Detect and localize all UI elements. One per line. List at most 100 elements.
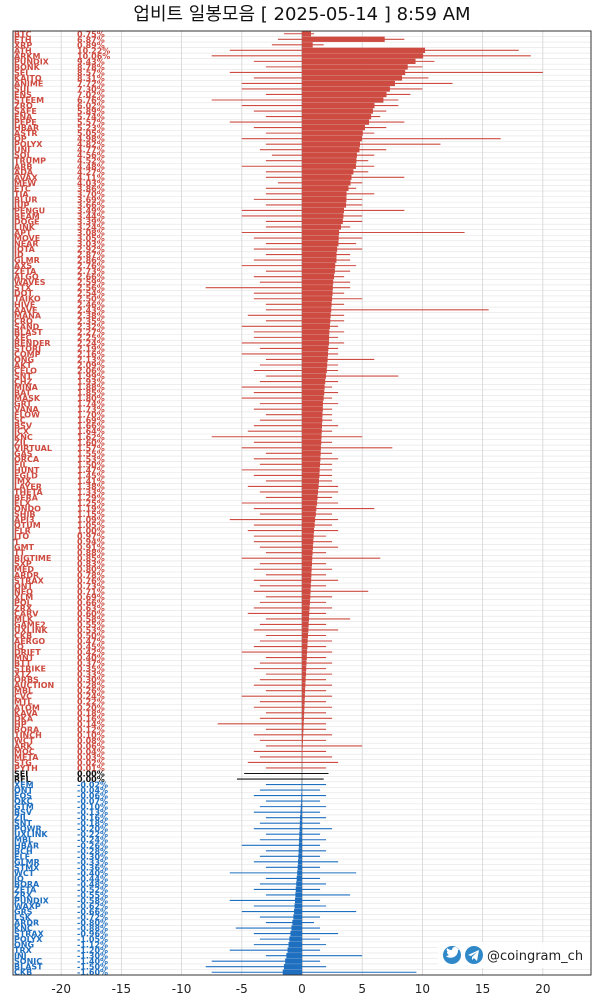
- change-bar: [299, 820, 302, 826]
- coin-name: STX: [14, 284, 32, 293]
- change-bar: [302, 533, 314, 539]
- change-bar: [302, 412, 323, 418]
- coin-change: -0.16%: [77, 814, 108, 823]
- change-bar: [302, 75, 403, 81]
- coin-name: BTT: [14, 659, 32, 668]
- coin-name: ONG: [14, 355, 34, 364]
- coin-change: 4.98%: [77, 135, 105, 144]
- coin-change: -0.06%: [77, 792, 108, 801]
- bars: [205, 31, 543, 975]
- coin-name: LAYER: [14, 482, 42, 491]
- change-bar: [302, 351, 329, 357]
- coin-change: 4.77%: [77, 146, 105, 155]
- coin-name: BLAST: [14, 328, 43, 337]
- change-bar: [302, 64, 408, 70]
- change-bar: [302, 97, 384, 103]
- coin-change: 0.00%: [77, 775, 105, 784]
- coin-change: -0.28%: [77, 847, 108, 856]
- change-bar: [302, 461, 321, 468]
- coin-name: ARDR: [14, 919, 39, 928]
- coin-name: INJ: [14, 952, 27, 961]
- change-bar: [302, 36, 385, 42]
- coin-change: 0.28%: [77, 681, 105, 690]
- coin-name: UXLINK: [14, 626, 48, 635]
- change-bar: [302, 356, 328, 363]
- coin-name: NEAR: [14, 240, 39, 249]
- coin-change: 1.55%: [77, 449, 105, 458]
- change-bar: [302, 158, 357, 164]
- coin-change: 1.66%: [77, 422, 105, 431]
- coin-name: CELO: [14, 367, 37, 376]
- coin-name: ARK: [14, 742, 33, 751]
- telegram-plane-icon: [465, 946, 483, 964]
- coin-name: AERGO: [14, 637, 45, 646]
- change-bar: [301, 792, 302, 799]
- change-bar: [302, 704, 305, 710]
- coin-name: TT: [14, 549, 26, 558]
- coin-change: 7.02%: [77, 90, 105, 99]
- coin-change: 2.56%: [77, 284, 105, 293]
- coin-change: -0.33%: [77, 858, 108, 867]
- coin-name: CKB: [14, 968, 32, 977]
- change-bar: [286, 953, 302, 959]
- coin-name: ICX: [14, 427, 30, 436]
- coin-name: MASK: [14, 394, 41, 403]
- coin-change: 9.43%: [77, 57, 105, 66]
- x-tick-label: 10: [415, 982, 430, 996]
- coin-change: 1.47%: [77, 466, 105, 475]
- coin-name: EGLD: [14, 471, 38, 480]
- change-bar: [302, 489, 319, 495]
- coin-name: HUNT: [14, 466, 40, 475]
- grid: [13, 30, 591, 976]
- coin-change: 0.06%: [77, 742, 105, 751]
- coin-name: SAFE: [14, 107, 37, 116]
- coin-name: AAVE: [14, 306, 38, 315]
- coin-change: 0.04%: [77, 747, 105, 756]
- coin-change: 0.97%: [77, 532, 105, 541]
- change-bar: [302, 494, 318, 501]
- coin-name: SEI: [14, 68, 28, 77]
- coin-change: 4.52%: [77, 157, 105, 166]
- change-bar: [302, 566, 312, 572]
- change-bar: [300, 803, 302, 810]
- change-bar: [302, 102, 375, 109]
- change-bar: [296, 875, 302, 882]
- coin-name: ELF: [14, 852, 30, 861]
- coin-name: TIA: [14, 190, 29, 199]
- change-bar: [302, 610, 310, 617]
- coin-name: RENDER: [14, 339, 51, 348]
- coin-change: 0.94%: [77, 538, 105, 547]
- change-bar: [302, 743, 303, 749]
- coin-name: BCH: [14, 847, 33, 856]
- coin-name: KAITO: [14, 74, 42, 83]
- coin-change: 0.10%: [77, 731, 105, 740]
- coin-name: HBAR: [14, 841, 39, 850]
- coin-name: GAS: [14, 449, 33, 458]
- coin-change: 8.57%: [77, 68, 105, 77]
- coin-name: PYTH: [14, 764, 38, 773]
- coin-name: ENA: [14, 113, 33, 122]
- change-bar: [302, 218, 343, 225]
- coin-name: SAND: [14, 322, 40, 331]
- brand-handle: @coingram_ch: [487, 949, 583, 964]
- coin-name: SXP: [14, 560, 32, 569]
- coin-name: BTC: [14, 30, 32, 39]
- change-bar: [302, 296, 333, 302]
- coin-change: 2.38%: [77, 311, 105, 320]
- change-bar: [302, 583, 311, 589]
- change-bar: [302, 367, 327, 374]
- coin-change: 8.78%: [77, 63, 105, 72]
- coin-name: ZRO: [14, 102, 33, 111]
- coin-name: POWR: [14, 825, 42, 834]
- coin-name: DOGE: [14, 217, 39, 226]
- row-labels: BTC 0.75% ETH 6.87% XRP 0.89% ATH 10.22% ARKM 10.…: [13, 30, 110, 977]
- coin-name: STG: [14, 758, 32, 767]
- change-bar: [302, 285, 333, 291]
- coin-change: 2.59%: [77, 278, 105, 287]
- coin-name: ATH: [14, 46, 32, 55]
- coin-change: 2.87%: [77, 251, 105, 260]
- change-bar: [302, 329, 330, 335]
- coin-name: MEW: [14, 179, 36, 188]
- coin-change: 0.88%: [77, 549, 105, 558]
